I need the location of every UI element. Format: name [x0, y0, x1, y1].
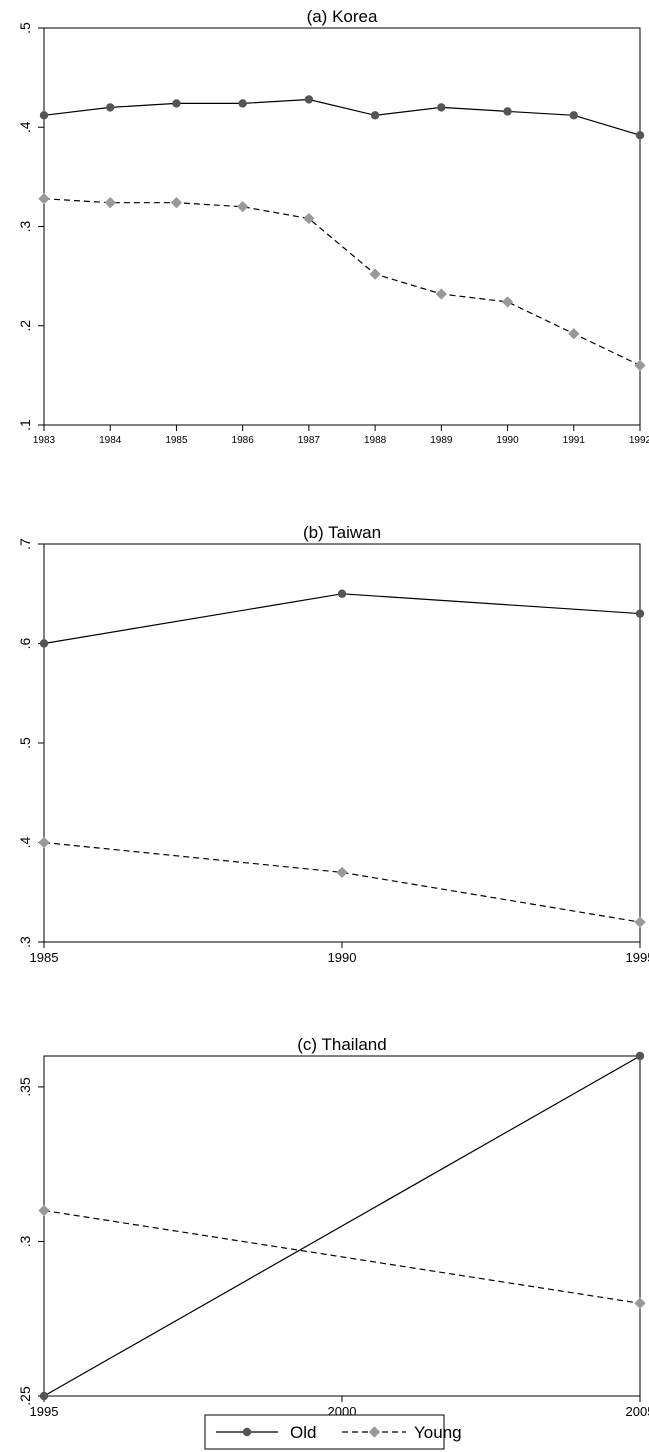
point-young-taiwan	[634, 916, 646, 928]
point-young-thailand	[38, 1204, 50, 1217]
point-old-korea	[503, 107, 512, 116]
plot-frame-korea	[43, 27, 641, 426]
ytick-label-korea: .2	[17, 320, 33, 332]
ytick-label-korea: .4	[17, 121, 33, 133]
point-old-taiwan	[39, 639, 49, 648]
point-old-korea	[437, 103, 446, 112]
panel-thailand: (c) Thailand.25.3.35199520002005	[17, 1035, 649, 1419]
point-old-taiwan	[337, 589, 347, 598]
xtick-label-taiwan: 1985	[30, 950, 59, 965]
xtick-label-korea: 1985	[165, 435, 188, 446]
ytick-label-korea: .3	[17, 220, 33, 232]
chart-title-thailand: (c) Thailand	[297, 1035, 386, 1054]
chart-title-taiwan: (b) Taiwan	[303, 523, 381, 542]
ytick-label-taiwan: .7	[17, 538, 33, 550]
series-line-young-thailand	[43, 1209, 641, 1304]
point-old-korea	[172, 99, 181, 108]
legend-young-marker	[368, 1426, 381, 1438]
point-young-taiwan	[336, 866, 348, 879]
xtick-label-korea: 1990	[496, 435, 519, 446]
point-young-korea	[303, 212, 315, 225]
point-old-korea	[569, 111, 578, 120]
chart-title-korea: (a) Korea	[307, 7, 378, 26]
ytick-label-thailand: .25	[17, 1386, 33, 1406]
ytick-label-taiwan: .3	[17, 936, 33, 948]
xtick-label-korea: 1988	[364, 435, 387, 446]
point-old-thailand	[635, 1051, 645, 1061]
ytick-label-taiwan: .4	[17, 836, 33, 848]
series-line-old-thailand	[43, 1055, 641, 1397]
xtick-label-taiwan: 1990	[328, 950, 357, 965]
point-old-korea	[304, 95, 314, 104]
panel-korea: (a) Korea .1 .2 .3 .4 .5 1983 1984 1985 1986 1987 1…	[17, 7, 649, 446]
point-old-korea	[635, 130, 645, 140]
xtick-label-thailand: 1995	[30, 1404, 59, 1419]
point-young-korea	[435, 288, 447, 300]
point-old-korea	[370, 111, 380, 120]
xtick-label-korea: 1992	[629, 435, 649, 446]
series-line-old-korea	[43, 98, 641, 136]
legend-young-label: Young	[414, 1423, 462, 1442]
xtick-label-taiwan: 1995	[626, 950, 649, 965]
panel-taiwan: (b) Taiwan .3 .4 .5 .6 .7 1985 1990 1995	[17, 523, 649, 965]
ytick-label-thailand: .3	[17, 1235, 33, 1247]
point-old-thailand	[39, 1391, 49, 1401]
point-young-korea	[38, 193, 50, 205]
ytick-label-korea: .5	[17, 22, 33, 34]
legend-old-marker	[242, 1427, 252, 1437]
xtick-label-thailand: 2005	[626, 1404, 649, 1419]
ytick-label-thailand: .35	[17, 1077, 33, 1097]
panels: (a) Korea .1 .2 .3 .4 .5 1983 1984 1985 1986 1987 1…	[17, 7, 649, 1419]
series-line-old-taiwan	[43, 593, 641, 645]
point-young-taiwan	[38, 836, 50, 849]
legend-old-label: Old	[290, 1423, 316, 1442]
ytick-label-korea: .1	[17, 419, 33, 431]
point-young-korea	[104, 197, 116, 209]
plot-frame-taiwan	[43, 543, 641, 943]
xtick-label-korea: 1983	[33, 435, 56, 446]
xtick-label-korea: 1984	[99, 435, 122, 446]
point-young-korea	[568, 328, 580, 340]
xtick-label-korea: 1987	[298, 435, 321, 446]
xtick-label-korea: 1991	[563, 435, 586, 446]
point-young-korea	[369, 268, 381, 280]
ytick-label-taiwan: .6	[17, 637, 33, 649]
series-line-young-taiwan	[43, 841, 641, 923]
series-line-young-korea	[43, 198, 641, 366]
legend: Old Young	[204, 1414, 462, 1450]
xtick-label-korea: 1986	[232, 435, 255, 446]
point-old-taiwan	[635, 609, 645, 618]
xtick-label-korea: 1989	[430, 435, 453, 446]
point-old-korea	[238, 99, 247, 108]
point-young-thailand	[634, 1297, 646, 1309]
point-young-korea	[634, 359, 646, 372]
point-young-korea	[170, 197, 183, 209]
ytick-label-taiwan: .5	[17, 737, 33, 749]
point-old-korea	[39, 111, 49, 120]
point-young-korea	[501, 296, 514, 308]
point-young-korea	[237, 200, 249, 213]
point-old-korea	[106, 103, 115, 112]
